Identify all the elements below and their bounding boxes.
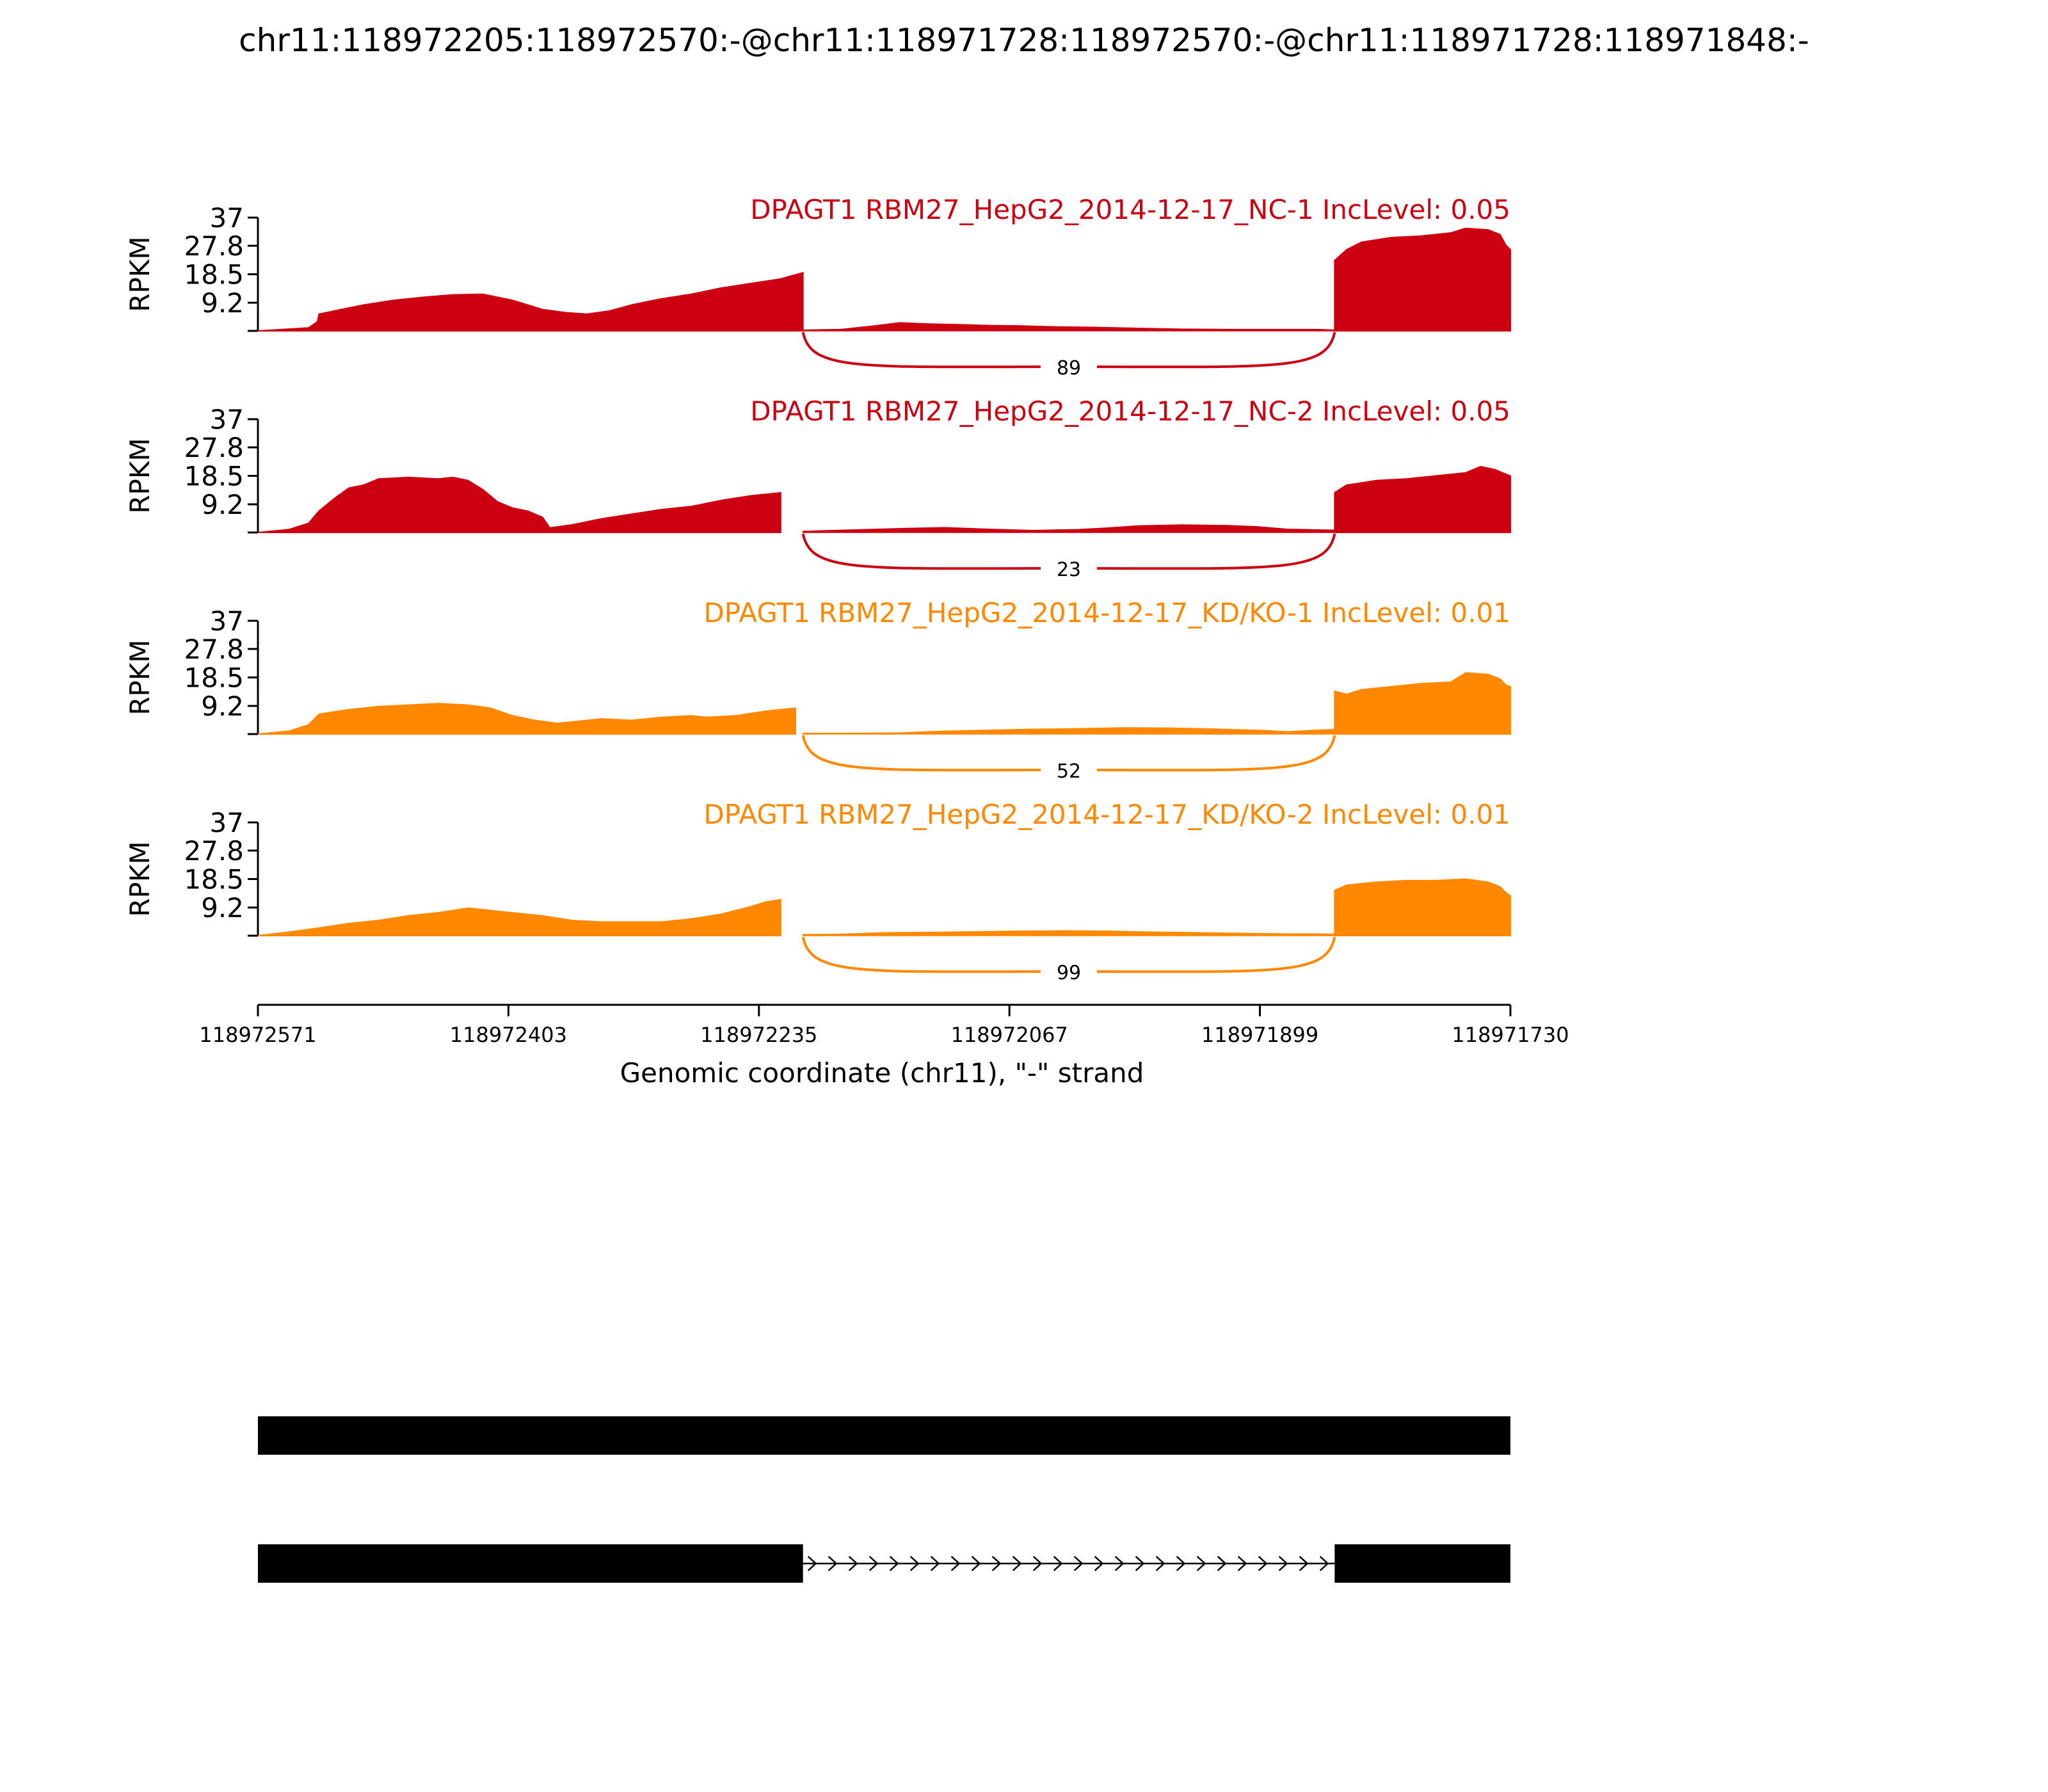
exon-block [1334, 1544, 1510, 1583]
strand-arrow [991, 1556, 1002, 1571]
y-tick-label: 9.2 [201, 691, 244, 722]
y-tick-label: 27.8 [184, 432, 244, 463]
junction-label-bg [1041, 959, 1098, 984]
x-tick-label: 118972571 [199, 1023, 316, 1047]
x-axis: 118972571 118972403 118972235 118972067 1189… [199, 1004, 1569, 1047]
intron-coverage-area [802, 524, 1336, 533]
y-axis-label: RPKM [124, 236, 156, 312]
exon-coverage-area [257, 703, 796, 735]
strand-arrow [1135, 1556, 1145, 1571]
strand-arrow [1073, 1556, 1084, 1571]
x-tick-label: 118972067 [951, 1023, 1068, 1047]
junction-label-bg [1041, 354, 1098, 380]
strand-arrow [950, 1556, 961, 1571]
strand-arrow [848, 1556, 858, 1571]
strand-arrow [1053, 1556, 1063, 1571]
junction-label-bg [1041, 556, 1098, 581]
gene-models [258, 1416, 1510, 1583]
intron-coverage-area [802, 322, 1336, 332]
strand-arrow [909, 1556, 920, 1571]
track-title: DPAGT1 RBM27_HepG2_2014-12-17_NC-1 IncLe… [750, 194, 1510, 225]
strand-arrow [1196, 1556, 1206, 1571]
y-tick-label: 18.5 [184, 864, 244, 895]
exon-coverage-area [257, 899, 781, 936]
strand-arrow [1012, 1556, 1022, 1571]
strand-arrow [930, 1556, 940, 1571]
y-tick-label: 18.5 [184, 259, 244, 291]
strand-arrow [1217, 1556, 1227, 1571]
strand-arrow [828, 1556, 838, 1571]
strand-arrow [1299, 1556, 1309, 1571]
exon-coverage-area [1334, 466, 1511, 533]
exon-coverage-area [1334, 878, 1511, 936]
x-axis-label: Genomic coordinate (chr11), "-" strand [620, 1057, 1144, 1089]
gene-model-1 [258, 1416, 1510, 1455]
exon-block [258, 1544, 803, 1583]
strand-arrow [1094, 1556, 1104, 1571]
y-tick-label: 9.2 [201, 287, 244, 319]
y-tick-label: 37 [210, 807, 244, 838]
junction-count-label: 23 [1057, 559, 1081, 581]
strand-arrow [1278, 1556, 1288, 1571]
strand-arrow [1237, 1556, 1247, 1571]
track-title: DPAGT1 RBM27_HepG2_2014-12-17_KD/KO-2 In… [703, 799, 1510, 830]
y-tick-label: 18.5 [184, 461, 244, 492]
x-tick-label: 118971730 [1452, 1023, 1569, 1047]
strand-arrow [1155, 1556, 1165, 1571]
exon-block [258, 1416, 1510, 1455]
y-tick-label: 18.5 [184, 662, 244, 694]
strand-arrow [807, 1556, 817, 1571]
strand-arrow [868, 1556, 879, 1571]
strand-arrow [1176, 1556, 1186, 1571]
y-tick-label: 37 [210, 605, 244, 637]
y-tick-label: 37 [210, 202, 244, 234]
figure-title: chr11:118972205:118972570:-@chr11:118971… [239, 22, 1809, 59]
junction-label-bg [1041, 757, 1098, 783]
x-tick-label: 118971899 [1201, 1023, 1318, 1047]
y-tick-label: 27.8 [184, 835, 244, 867]
exon-coverage-area [1334, 672, 1511, 735]
exon-coverage-area [257, 476, 781, 533]
y-tick-label: 37 [210, 404, 244, 435]
x-tick-label: 118972403 [450, 1023, 567, 1047]
strand-arrow [1114, 1556, 1124, 1571]
track-title: DPAGT1 RBM27_HepG2_2014-12-17_KD/KO-1 In… [703, 597, 1510, 628]
y-tick-label: 27.8 [184, 634, 244, 665]
junction-count-label: 89 [1057, 357, 1081, 380]
strand-arrow [889, 1556, 899, 1571]
strand-arrow [1258, 1556, 1268, 1571]
strand-arrow [971, 1556, 981, 1571]
strand-arrow [1319, 1556, 1329, 1571]
intron-coverage-area [802, 930, 1336, 936]
x-tick-label: 118972235 [700, 1023, 817, 1047]
junction-count-label: 99 [1057, 962, 1081, 984]
track-title: DPAGT1 RBM27_HepG2_2014-12-17_NC-2 IncLe… [750, 396, 1510, 427]
y-axis-label: RPKM [124, 841, 156, 916]
exon-coverage-area [1334, 227, 1511, 332]
y-axis-label: RPKM [124, 438, 156, 513]
junction-count-label: 52 [1057, 760, 1081, 783]
y-tick-label: 9.2 [201, 892, 244, 924]
y-axis-label: RPKM [124, 639, 156, 715]
strand-arrow [1032, 1556, 1043, 1571]
gene-model-2 [258, 1544, 1510, 1583]
exon-coverage-area [257, 271, 804, 332]
y-tick-label: 27.8 [184, 230, 244, 262]
y-tick-label: 9.2 [201, 489, 244, 520]
intron-coverage-area [802, 727, 1336, 735]
